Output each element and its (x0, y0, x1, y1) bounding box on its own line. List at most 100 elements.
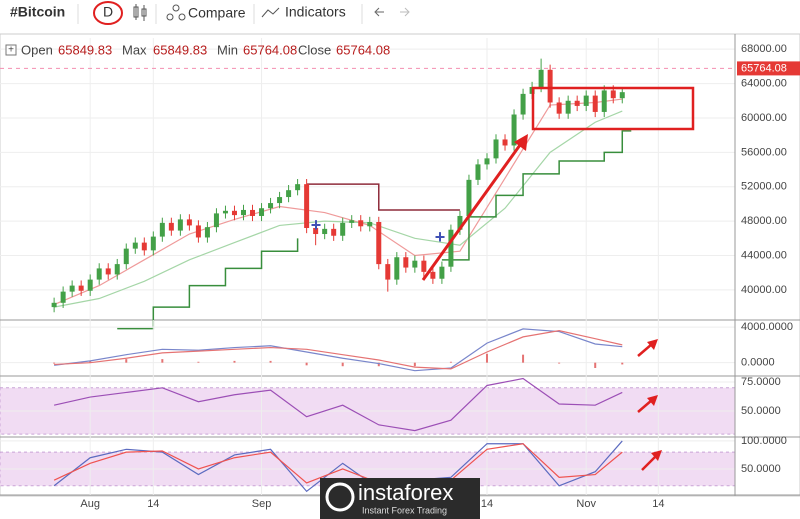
legend-label: Max (122, 42, 147, 57)
indicators-button[interactable]: Indicators (285, 4, 346, 20)
candle-body (87, 279, 93, 291)
candle-body (430, 271, 436, 279)
histogram-bar (269, 360, 272, 363)
watermark-tagline: Instant Forex Trading (362, 505, 447, 515)
candle-body (520, 93, 526, 115)
candle-body (619, 92, 625, 99)
last-price-label: 65764.08 (741, 62, 787, 74)
y-tick-label: 68000.00 (741, 43, 787, 55)
candle-body (340, 222, 346, 236)
histogram-bar (594, 362, 597, 368)
y-tick-label: 60000.00 (741, 112, 787, 124)
trend-arrow (421, 134, 528, 281)
symbol[interactable]: #Bitcoin (10, 4, 65, 20)
histogram-bar (53, 362, 56, 364)
candle-body (277, 197, 283, 204)
indicators-icon[interactable] (261, 7, 280, 18)
histogram-bar (377, 362, 380, 367)
legend-checkbox[interactable] (5, 44, 17, 56)
series-line (306, 183, 460, 211)
candle-body (51, 302, 57, 308)
histogram-bar (89, 360, 92, 363)
candle-body (322, 228, 328, 235)
series-line (117, 130, 632, 330)
series-line (53, 98, 623, 306)
undo[interactable] (374, 7, 384, 17)
candle-body (259, 208, 265, 216)
candle-body (78, 285, 84, 291)
candle-body (583, 95, 589, 106)
series-line (54, 330, 623, 370)
y-tick-label: 56000.00 (741, 146, 787, 158)
compare-button[interactable]: Compare (188, 5, 246, 21)
candle-body (439, 266, 445, 279)
ohlc-legend: Open 65849.83 Max 65849.83 Min 65764.08 … (21, 42, 390, 57)
legend-value: 65764.08 (336, 42, 390, 57)
histogram-bar (305, 362, 308, 366)
histogram-bar (621, 362, 624, 365)
y-tick-label: 0.0000 (741, 357, 775, 369)
series-line (53, 443, 623, 484)
interval[interactable]: D (103, 4, 113, 20)
candle-body (565, 100, 571, 114)
candle-body (186, 219, 192, 226)
x-tick-label: 14 (147, 498, 159, 510)
candle-body (502, 139, 508, 146)
candle-body (123, 248, 129, 265)
y-tick-label: 44000.00 (741, 249, 787, 261)
candle-body (150, 236, 156, 251)
histogram-bar (233, 360, 236, 363)
y-tick-label: 40000.00 (741, 284, 787, 296)
candle-body (574, 100, 580, 106)
histogram-bar (125, 359, 128, 363)
candle-body (304, 184, 310, 229)
candle-body (466, 179, 472, 216)
candle-body (141, 242, 147, 251)
candle-body (367, 221, 373, 227)
candle-body (394, 257, 400, 280)
candle-body (313, 228, 319, 235)
y-tick-label: 75.0000 (741, 376, 781, 388)
candle-body (114, 264, 120, 275)
candle-body (105, 268, 111, 275)
compare-icon[interactable] (166, 4, 186, 21)
candle-body (132, 242, 138, 249)
x-tick-label: Sep (252, 498, 272, 510)
histogram-bar (449, 361, 452, 363)
candle-body (556, 102, 562, 114)
series-line (54, 328, 623, 372)
y-tick-label: 64000.00 (741, 77, 787, 89)
legend-label: Open (21, 42, 53, 57)
candle-body (385, 264, 391, 280)
y-tick-label: 50.0000 (741, 405, 781, 417)
signal-marker: + (435, 227, 446, 247)
candle-icon[interactable] (133, 4, 147, 21)
highlight-ring (93, 1, 123, 25)
x-tick-label: 14 (481, 498, 493, 510)
annotation-arrows (637, 339, 662, 471)
candle-body (484, 158, 490, 165)
candle-body (250, 209, 256, 216)
y-tick-label: 48000.00 (741, 215, 787, 227)
redo (400, 7, 410, 17)
candle-body (547, 69, 553, 103)
candle-body (159, 222, 165, 237)
legend-label: Min (217, 42, 238, 57)
histogram-bar (522, 354, 525, 363)
candle-body (493, 139, 499, 159)
candle-body (231, 210, 237, 216)
legend-value: 65764.08 (243, 42, 297, 57)
legend-value: 65849.83 (58, 42, 112, 57)
legend-plus: + (8, 45, 14, 56)
candle-body (286, 190, 292, 198)
toolbar (0, 0, 420, 28)
y-tick-label: 4000.0000 (741, 321, 793, 333)
candle-body (349, 220, 355, 223)
series-line (53, 377, 623, 432)
candle-body (331, 228, 337, 236)
candle-body (511, 114, 517, 146)
candle-body (421, 260, 427, 272)
series-line (53, 110, 623, 308)
candle-body (538, 69, 544, 88)
